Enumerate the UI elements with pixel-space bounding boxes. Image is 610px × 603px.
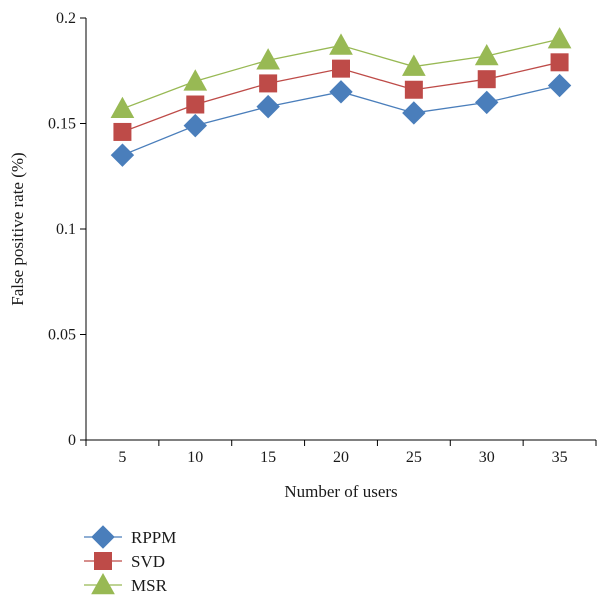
data-point bbox=[404, 80, 423, 99]
legend: RPPM SVD MSR bbox=[84, 525, 176, 595]
x-tick-label: 30 bbox=[479, 449, 495, 466]
legend-label: MSR bbox=[131, 576, 168, 595]
data-point bbox=[183, 69, 208, 91]
y-tick-label: 0.2 bbox=[56, 10, 76, 27]
y-tick-label: 0.05 bbox=[48, 327, 76, 344]
data-point bbox=[110, 143, 135, 167]
x-tick-label: 5 bbox=[118, 449, 126, 466]
y-axis-ticks: 0 0.05 0.1 0.15 0.2 bbox=[48, 10, 86, 449]
data-point bbox=[332, 59, 350, 78]
x-axis-ticks: 5 10 15 20 25 30 35 bbox=[85, 440, 597, 466]
legend-marker bbox=[94, 552, 112, 570]
data-point bbox=[547, 27, 572, 49]
data-point bbox=[329, 80, 353, 104]
series-layer bbox=[110, 27, 572, 167]
data-point bbox=[329, 33, 353, 55]
data-point bbox=[256, 48, 280, 70]
x-tick-label: 10 bbox=[187, 449, 203, 466]
data-point bbox=[186, 95, 205, 114]
x-axis-title: Number of users bbox=[284, 482, 397, 501]
data-point bbox=[256, 94, 280, 119]
data-point bbox=[474, 43, 499, 66]
x-tick-label: 20 bbox=[333, 449, 349, 466]
legend-item: RPPM bbox=[84, 525, 176, 549]
data-point bbox=[547, 73, 572, 98]
legend-marker bbox=[91, 525, 115, 549]
data-point bbox=[259, 74, 278, 93]
y-tick-label: 0.1 bbox=[56, 221, 76, 238]
data-point bbox=[402, 54, 426, 76]
legend-item: SVD bbox=[84, 552, 165, 571]
data-point bbox=[110, 96, 135, 119]
data-point bbox=[113, 122, 132, 141]
legend-marker bbox=[91, 572, 115, 595]
series-rppm bbox=[110, 73, 572, 167]
x-tick-label: 35 bbox=[552, 449, 568, 466]
y-tick-label: 0 bbox=[68, 432, 76, 449]
y-axis-title: False positive rate (%) bbox=[8, 152, 27, 305]
series-msr bbox=[110, 27, 572, 119]
data-point bbox=[402, 101, 426, 125]
legend-item: MSR bbox=[84, 572, 168, 595]
legend-label: SVD bbox=[131, 552, 165, 571]
data-point bbox=[550, 53, 569, 72]
y-tick-label: 0.15 bbox=[48, 116, 76, 133]
series-svd bbox=[113, 53, 569, 141]
data-point bbox=[477, 70, 496, 89]
legend-label: RPPM bbox=[131, 528, 176, 547]
data-point bbox=[183, 113, 207, 138]
data-point bbox=[475, 90, 499, 115]
x-tick-label: 25 bbox=[406, 449, 422, 466]
x-tick-label: 15 bbox=[260, 449, 276, 466]
